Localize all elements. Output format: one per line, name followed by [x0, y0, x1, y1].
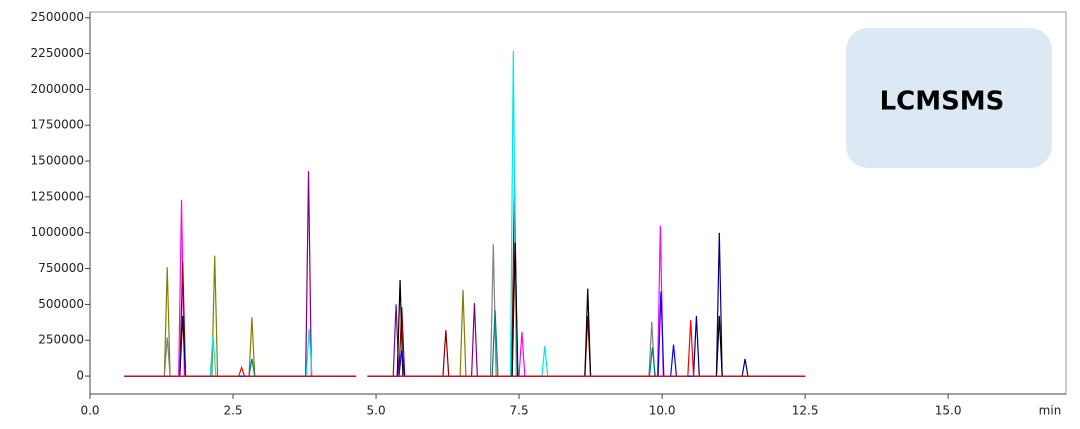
x-tick-label: 12.5: [792, 404, 819, 418]
y-tick-label: 1750000: [31, 118, 84, 132]
y-tick-label: 0: [76, 369, 84, 383]
x-tick-label: 0.0: [80, 404, 99, 418]
x-axis-label: min: [1039, 404, 1062, 418]
annotation: LCMSMS: [880, 87, 1005, 117]
x-tick-label: 5.0: [367, 404, 386, 418]
x-tick-label: 2.5: [223, 404, 242, 418]
y-tick-label: 2500000: [31, 10, 84, 24]
y-tick-label: 500000: [38, 297, 84, 311]
series-line: [124, 255, 806, 377]
x-tick-label: 10.0: [649, 404, 676, 418]
y-tick-label: 250000: [38, 333, 84, 347]
y-tick-label: 1250000: [31, 189, 84, 203]
annotation-box: [846, 28, 1052, 168]
y-tick-label: 1000000: [31, 225, 84, 239]
y-tick-label: 2000000: [31, 82, 84, 96]
series-line: [124, 320, 806, 377]
y-tick-label: 1500000: [31, 154, 84, 168]
y-tick-label: 750000: [38, 261, 84, 275]
y-tick-label: 2250000: [31, 46, 84, 60]
x-tick-label: 15.0: [935, 404, 962, 418]
x-tick-label: 7.5: [510, 404, 529, 418]
